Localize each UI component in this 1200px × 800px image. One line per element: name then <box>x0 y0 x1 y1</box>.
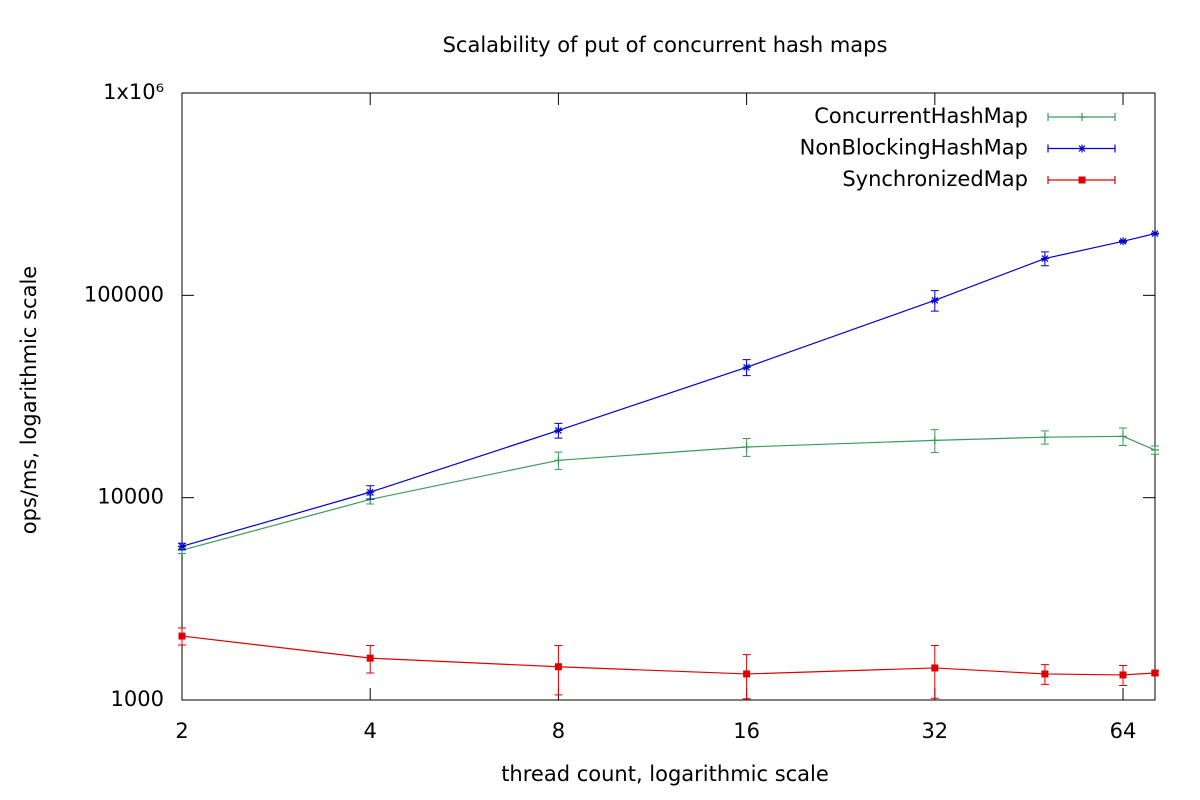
point <box>1119 237 1128 246</box>
point <box>1151 669 1159 677</box>
point <box>1041 670 1049 678</box>
x-tick-label: 16 <box>733 719 760 743</box>
y-tick-label: 1000 <box>111 687 164 711</box>
x-tick-label: 64 <box>1110 719 1137 743</box>
legend-marker <box>1078 176 1086 184</box>
point <box>178 542 186 551</box>
series-line <box>181 232 1156 547</box>
point <box>554 663 562 671</box>
series <box>178 427 1159 555</box>
point <box>1119 432 1128 441</box>
chart-title: Scalability of put of concurrent hash ma… <box>443 33 888 57</box>
point <box>1151 229 1159 238</box>
point <box>1119 671 1127 679</box>
legend-label: ConcurrentHashMap <box>814 104 1028 128</box>
point <box>178 632 186 640</box>
point <box>554 426 563 435</box>
point <box>554 456 563 465</box>
x-tick-label: 2 <box>175 719 188 743</box>
point <box>931 664 939 672</box>
series-line <box>181 435 1156 551</box>
point <box>742 442 751 451</box>
series <box>178 627 1159 700</box>
point <box>930 296 939 305</box>
point <box>930 436 939 445</box>
x-axis-label: thread count, logarithmic scale <box>501 762 829 786</box>
y-axis-label: ops/ms, logarithmic scale <box>17 266 41 534</box>
point <box>742 363 751 372</box>
point <box>1151 446 1159 455</box>
legend-marker <box>1078 144 1086 153</box>
point <box>743 670 751 678</box>
point <box>366 654 374 662</box>
legend-label: SynchronizedMap <box>842 167 1028 191</box>
point <box>1040 433 1049 442</box>
point <box>1040 254 1049 263</box>
y-tick-label: 10000 <box>97 485 164 509</box>
series-line <box>181 635 1156 676</box>
x-tick-label: 4 <box>364 719 377 743</box>
y-tick-label: 100000 <box>84 282 164 306</box>
point <box>366 488 375 497</box>
plot-border <box>181 92 1156 701</box>
series <box>178 229 1159 551</box>
legend-label: NonBlockingHashMap <box>800 136 1028 160</box>
error-bar <box>930 644 939 699</box>
legend-marker <box>1078 113 1086 121</box>
x-tick-label: 32 <box>921 719 948 743</box>
y-tick-label: 1x10⁶ <box>103 80 164 104</box>
x-tick-label: 8 <box>552 719 565 743</box>
